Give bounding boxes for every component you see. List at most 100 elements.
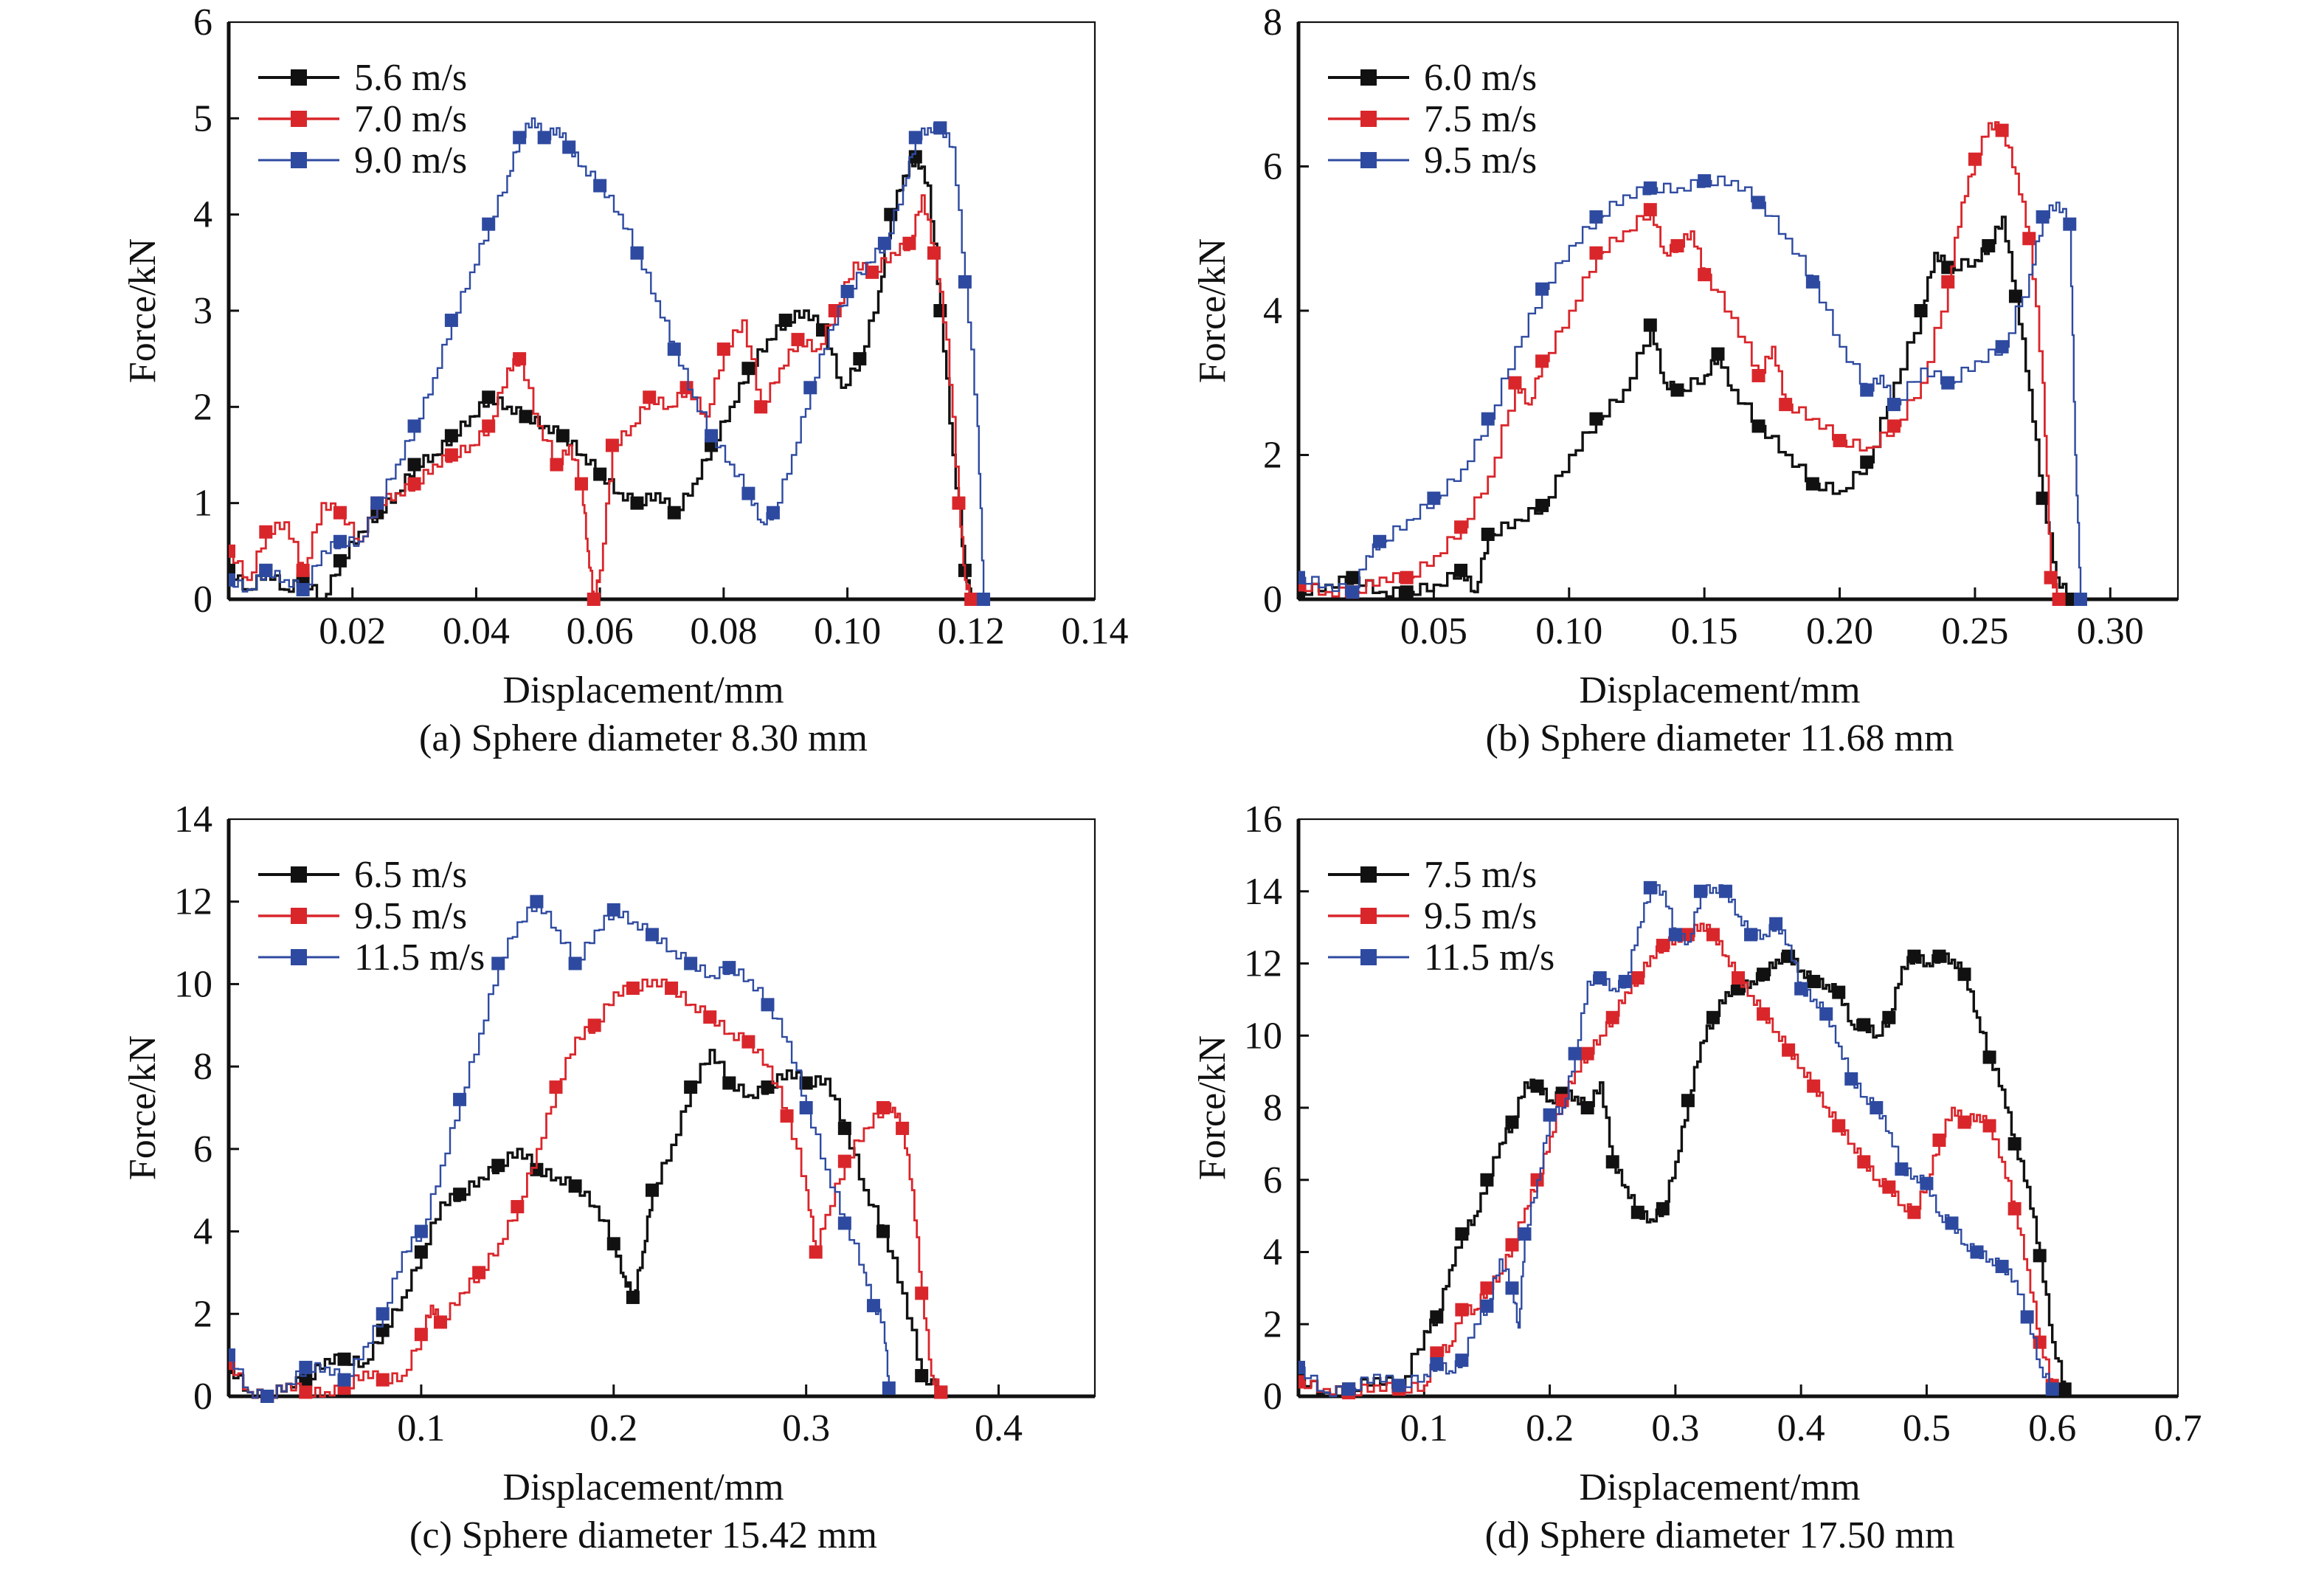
data-point-marker <box>1643 880 1657 894</box>
data-point-marker <box>977 593 991 606</box>
data-point-marker <box>1630 971 1645 985</box>
data-point-marker <box>877 236 891 250</box>
data-point-marker <box>1298 1360 1305 1374</box>
panel-b: 0 2 4 6 8 0.05 0.10 0.15 0.20 0.25 0.30 Displacemen… <box>1192 1 2179 759</box>
data-point-marker <box>902 236 916 250</box>
y-tick-label: 14 <box>174 799 212 841</box>
data-point-marker <box>1833 433 1847 447</box>
data-point-marker <box>296 582 310 596</box>
data-point-marker <box>1832 985 1846 999</box>
data-point-marker <box>1643 318 1657 332</box>
data-point-marker <box>1480 1173 1494 1187</box>
data-point-marker <box>229 1356 235 1370</box>
y-tick-label: 12 <box>1244 943 1282 985</box>
data-point-marker <box>513 131 527 145</box>
data-point-marker <box>1535 354 1549 368</box>
data-point-marker <box>915 1286 929 1300</box>
legend-label: 11.5 m/s <box>354 937 485 979</box>
x-axis-label: Displacement/mm <box>502 669 784 711</box>
legend-marker <box>1360 908 1377 924</box>
data-point-marker <box>1805 477 1819 491</box>
data-point-marker <box>376 1307 390 1321</box>
data-point-marker <box>1668 928 1682 942</box>
data-point-marker <box>958 275 972 289</box>
data-point-marker <box>1430 1310 1444 1324</box>
data-point-marker <box>1373 534 1387 548</box>
series-line <box>1298 121 2060 600</box>
legend-marker <box>1360 949 1377 965</box>
data-point-marker <box>229 563 235 577</box>
data-point-marker <box>1427 492 1441 506</box>
x-tick-label: 0.2 <box>1526 1407 1574 1449</box>
data-point-marker <box>1932 949 1946 963</box>
data-point-marker <box>1505 1281 1519 1295</box>
data-point-marker <box>1832 1119 1846 1133</box>
data-point-marker <box>433 1315 447 1329</box>
data-point-marker <box>1757 1007 1771 1021</box>
data-point-marker <box>837 1216 851 1230</box>
data-point-marker <box>2045 1382 2059 1396</box>
data-point-marker <box>333 534 347 548</box>
series-line <box>229 900 890 1401</box>
data-point-marker <box>626 982 640 996</box>
data-point-marker <box>1886 398 1901 412</box>
data-point-marker <box>1589 412 1603 426</box>
data-point-marker <box>1346 585 1360 599</box>
legend-label: 9.5 m/s <box>354 895 467 937</box>
data-point-marker <box>444 314 458 328</box>
data-point-marker <box>1941 275 1955 289</box>
data-point-marker <box>587 1018 601 1032</box>
data-point-marker <box>530 894 544 908</box>
data-point-marker <box>876 1101 890 1114</box>
y-axis-label: Force/kN <box>1192 238 1234 383</box>
series-line <box>229 117 985 599</box>
data-point-marker <box>2063 217 2077 231</box>
data-point-marker <box>593 467 607 481</box>
data-point-marker <box>491 956 505 970</box>
data-point-marker <box>229 573 235 587</box>
data-point-marker <box>333 506 347 520</box>
series-line <box>1298 952 2067 1398</box>
data-point-marker <box>414 1328 428 1342</box>
data-point-marker <box>1593 971 1607 985</box>
data-point-marker <box>1618 974 1632 988</box>
series-3 <box>1298 880 2059 1398</box>
data-point-marker <box>1857 1155 1871 1169</box>
data-point-marker <box>853 352 867 366</box>
data-point-marker <box>1480 1299 1494 1313</box>
data-point-marker <box>679 381 694 395</box>
data-point-marker <box>667 506 681 520</box>
series-line <box>1298 175 2082 599</box>
data-point-marker <box>703 1010 717 1024</box>
y-tick-label: 0 <box>1263 579 1282 621</box>
data-point-marker <box>741 1035 755 1049</box>
legend-label: 9.0 m/s <box>354 139 467 182</box>
data-point-marker <box>1455 1354 1469 1368</box>
data-point-marker <box>1757 968 1771 982</box>
data-point-marker <box>1605 1155 1619 1169</box>
data-point-marker <box>337 1352 351 1366</box>
x-tick-label: 0.12 <box>938 610 1005 652</box>
y-tick-label: 1 <box>193 483 212 525</box>
data-point-marker <box>716 342 730 356</box>
data-point-marker <box>482 217 496 231</box>
y-axis-label: Force/kN <box>122 1035 164 1180</box>
data-point-marker <box>2033 1249 2047 1263</box>
data-point-marker <box>550 458 564 472</box>
data-point-marker <box>562 140 576 154</box>
data-point-marker <box>791 333 805 347</box>
data-point-marker <box>453 1092 467 1106</box>
data-point-marker <box>1681 1094 1695 1108</box>
data-point-marker <box>964 593 978 606</box>
data-point-marker <box>229 544 235 558</box>
data-point-marker <box>2052 593 2066 606</box>
legend-label: 11.5 m/s <box>1424 937 1554 979</box>
data-point-marker <box>1342 1382 1356 1396</box>
y-tick-label: 4 <box>193 1211 212 1253</box>
legend-marker <box>291 949 307 965</box>
data-point-marker <box>530 1162 544 1176</box>
x-tick-label: 0.5 <box>1903 1407 1951 1449</box>
data-point-marker <box>1481 412 1495 426</box>
data-point-marker <box>1945 1216 1959 1230</box>
data-point-marker <box>1995 1260 2009 1274</box>
